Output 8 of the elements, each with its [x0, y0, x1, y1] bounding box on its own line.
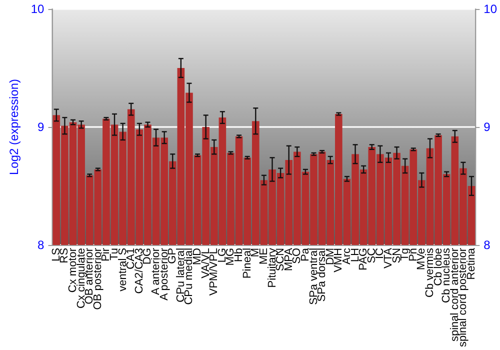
y-tick-label: 8 [38, 238, 45, 252]
y2-tick-label: 8 [484, 238, 491, 252]
y-tick-label: 9 [38, 120, 45, 134]
y-tick-label: 10 [30, 2, 45, 16]
y-axis-title: Log2 (expression) [7, 78, 21, 176]
y2-tick-label: 9 [484, 120, 491, 134]
y2-tick-label: 10 [484, 2, 498, 16]
x-tick-label: Tg [399, 248, 412, 261]
